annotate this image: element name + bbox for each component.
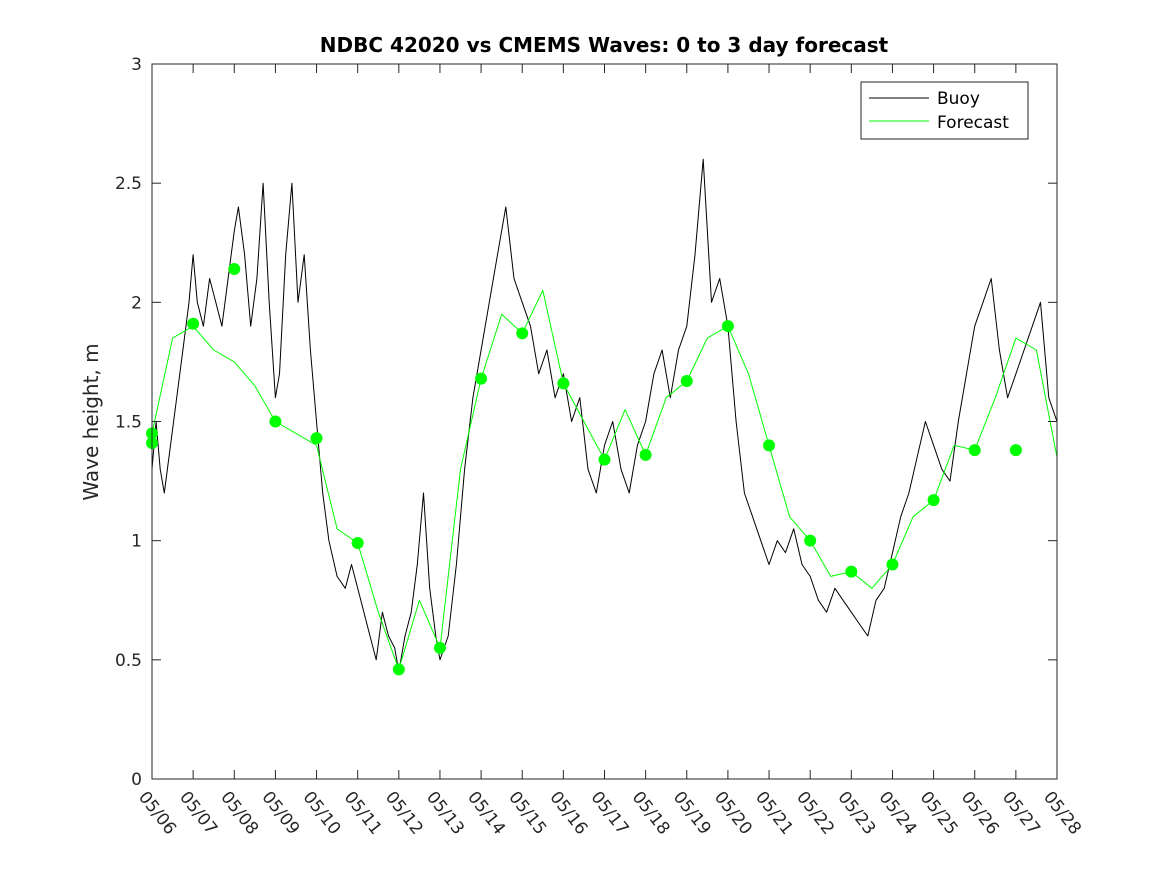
forecast-start-point	[804, 534, 817, 547]
legend-forecast-label: Forecast	[937, 113, 1009, 133]
chart-title: NDBC 42020 vs CMEMS Waves: 0 to 3 day fo…	[320, 33, 889, 57]
y-tick-label: 0.5	[115, 651, 142, 671]
y-tick-label: 0	[131, 770, 142, 790]
y-tick-label: 2	[131, 293, 142, 313]
forecast-start-point	[269, 415, 282, 428]
forecast-start-point	[639, 448, 652, 461]
forecast-start-point	[187, 317, 200, 330]
forecast-start-point	[557, 377, 570, 390]
forecast-start-point	[475, 372, 488, 385]
forecast-start-point	[968, 444, 981, 457]
forecast-start-point	[516, 327, 529, 340]
legend-box	[860, 81, 1029, 140]
forecast-start-point	[845, 565, 858, 578]
forecast-start-point	[392, 663, 405, 676]
forecast-start-point	[433, 641, 446, 654]
forecast-start-point	[351, 537, 364, 550]
legend-buoy-label: Buoy	[937, 89, 980, 109]
y-tick-label: 3	[131, 55, 142, 75]
y-tick-label: 2.5	[115, 174, 142, 194]
forecast-start-point	[763, 439, 776, 452]
forecast-start-point	[721, 320, 734, 333]
forecast-start-point	[927, 494, 940, 507]
forecast-start-point	[598, 453, 611, 466]
forecast-start-point	[1009, 444, 1022, 457]
forecast-start-point	[680, 374, 693, 387]
forecast-start-point	[886, 558, 899, 571]
y-tick-label: 1.5	[115, 413, 142, 433]
forecast-start-point	[310, 432, 323, 445]
series-line-buoy	[151, 158, 1058, 673]
forecast-start-point	[228, 262, 241, 275]
y-tick-label: 1	[131, 532, 142, 552]
y-axis-label: Wave height, m	[79, 343, 103, 500]
legend: Buoy Forecast	[860, 81, 1029, 140]
